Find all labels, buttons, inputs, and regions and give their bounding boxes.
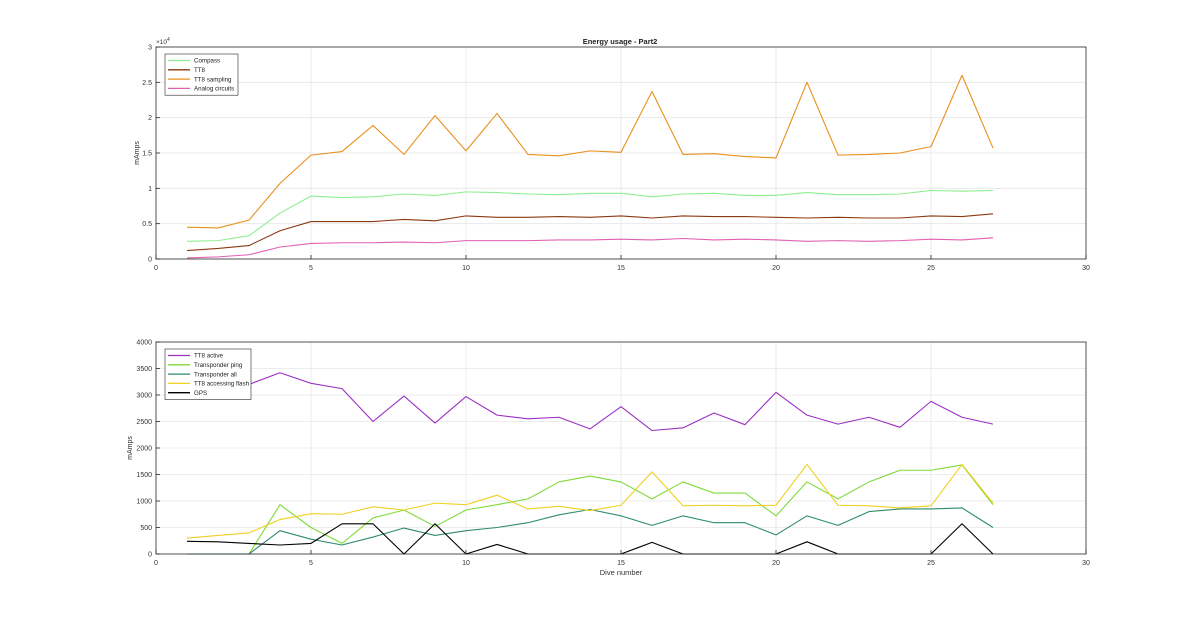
legend-label: TT8 accessing flash: [194, 381, 250, 388]
x-tick-label: 10: [462, 265, 470, 272]
top-series-lines: [186, 74, 994, 259]
legend-label: TT8 sampling: [194, 76, 232, 83]
y-tick-label: 1000: [136, 499, 152, 506]
y-tick-label: 2000: [136, 446, 152, 453]
x-tick-label: 0: [154, 560, 158, 567]
x-tick-label: 30: [1082, 265, 1090, 272]
series-line-3: [186, 237, 994, 259]
series-line-3: [186, 463, 994, 539]
top-chart-title: Energy usage - Part2: [583, 37, 658, 46]
series-line-2: [187, 507, 994, 555]
y-tick-label: 4000: [136, 340, 152, 347]
top-legend: Compass TT8 TT8 sampling Analog circuits: [164, 53, 239, 96]
series-line-0: [248, 372, 994, 432]
x-tick-label: 25: [927, 560, 935, 567]
bottom-ticks: 0 5 10 15 20 25 30 0 500 1000 1500 2000 2500 3000 3500…: [136, 340, 1090, 568]
x-tick-label: 15: [617, 265, 625, 272]
x-tick-label: 5: [309, 265, 313, 272]
bottom-chart: 0 5 10 15 20 25 30 0 500 1000 1500 2000 2500 3000 3500…: [127, 340, 1090, 578]
y-tick-label: 1: [148, 186, 152, 193]
y-tick-label: 500: [140, 525, 152, 532]
series-line-0: [186, 189, 994, 242]
legend-label: Analog circuits: [194, 86, 234, 93]
x-tick-label: 25: [927, 265, 935, 272]
x-tick-label: 20: [772, 265, 780, 272]
y-tick-label: 2: [148, 115, 152, 122]
x-tick-label: 0: [154, 265, 158, 272]
x-tick-label: 15: [617, 560, 625, 567]
bottom-y-axis-label: mAmps: [127, 436, 134, 460]
top-y-exponent: ×104: [156, 37, 170, 46]
legend-label: Transponder all: [194, 371, 237, 378]
legend-label: Transponder ping: [194, 362, 243, 369]
top-ticks: 0 5 10 15 20 25 30 0 0.5 1 1.5 2 2.5 3: [142, 45, 1090, 273]
legend-label: Compass: [194, 58, 220, 65]
series-line-1: [186, 213, 994, 252]
legend-label: TT8: [194, 67, 206, 74]
x-tick-label: 20: [772, 560, 780, 567]
y-tick-label: 3: [148, 45, 152, 52]
y-tick-label: 0: [148, 552, 152, 559]
y-tick-label: 3000: [136, 393, 152, 400]
top-grid: [156, 47, 1086, 259]
y-tick-label: 3500: [136, 366, 152, 373]
bottom-legend: TT8 active Transponder ping Transponder al…: [164, 348, 252, 400]
series-line-1: [187, 464, 994, 555]
legend-label: GPS: [194, 390, 207, 397]
top-y-axis-label: mAmps: [134, 141, 141, 165]
x-tick-label: 5: [309, 560, 313, 567]
bottom-grid: [156, 342, 1086, 554]
y-tick-label: 0: [148, 257, 152, 264]
x-tick-label: 10: [462, 560, 470, 567]
legend-label: TT8 active: [194, 353, 223, 360]
x-tick-label: 30: [1082, 560, 1090, 567]
top-chart: 0 5 10 15 20 25 30 0 0.5 1 1.5 2 2.5 3 Energy usage -…: [134, 37, 1090, 272]
y-tick-label: 0.5: [142, 221, 152, 228]
bottom-x-axis-label: Dive number: [600, 568, 643, 577]
y-tick-label: 2.5: [142, 80, 152, 87]
y-tick-label: 2500: [136, 419, 152, 426]
y-tick-label: 1500: [136, 472, 152, 479]
y-tick-label: 1.5: [142, 151, 152, 158]
series-line-2: [186, 74, 994, 229]
